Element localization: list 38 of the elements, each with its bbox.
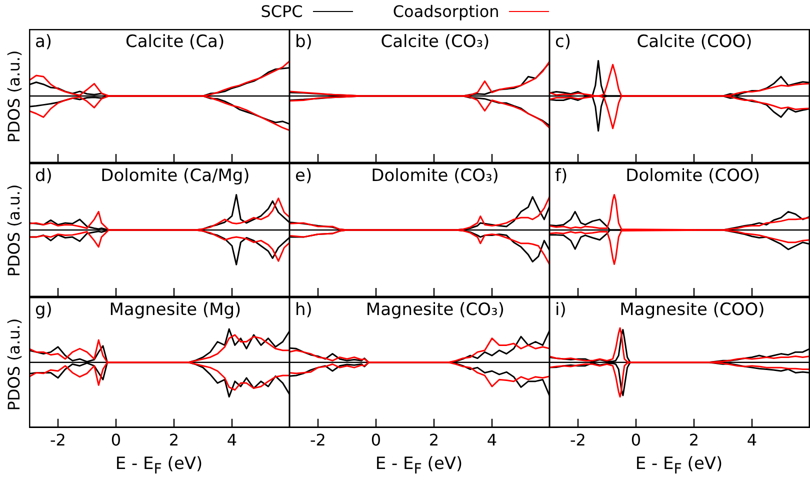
chart-title: Magnesite (CO₃) [366,300,504,320]
x-axis-title: E - E$_{F}$ (eV) [634,454,724,478]
y-axis-title: PDOS (a.u.) [4,50,24,142]
text: d) [35,166,52,186]
x-tick-label: 4 [226,430,238,450]
legend-label: SCPC [260,2,303,21]
chart-title: Dolomite (CO₃) [371,166,499,186]
text: h) [295,300,312,320]
x-tick-label: -2 [310,430,326,450]
x-tick-label: 2 [688,430,700,450]
x-tick-label: 0 [110,430,122,450]
chart-title: Dolomite (Ca/Mg) [100,166,250,186]
x-tick-label: 2 [168,430,180,450]
y-axis-title: PDOS (a.u.) [4,184,24,276]
text: g) [35,300,52,320]
x-tick-label: 4 [486,430,498,450]
x-axis-title: E - E$_{F}$ (eV) [374,454,464,478]
x-axis-title: E - E$_{F}$ (eV) [114,454,204,478]
x-tick-label: 0 [370,430,382,450]
chart-title: Calcite (COO) [636,32,752,52]
chart-title: Magnesite (COO) [620,300,765,320]
y-axis-title: PDOS (a.u.) [4,318,24,410]
chart-title: Calcite (Ca) [125,32,225,52]
text: e) [295,166,312,186]
text: a) [35,32,52,52]
chart-title: Dolomite (COO) [626,166,760,186]
text: b) [295,32,312,52]
x-tick-label: 2 [428,430,440,450]
legend-label: Coadsorption [392,2,500,21]
x-tick-label: -2 [50,430,66,450]
chart-title: Calcite (CO₃) [380,32,490,52]
text: i) [555,300,566,320]
x-tick-label: -2 [570,430,586,450]
x-tick-label: 0 [630,430,642,450]
text: c) [555,32,571,52]
chart-title: Magnesite (Mg) [109,300,242,320]
x-tick-label: 4 [746,430,758,450]
text: f) [555,166,568,186]
